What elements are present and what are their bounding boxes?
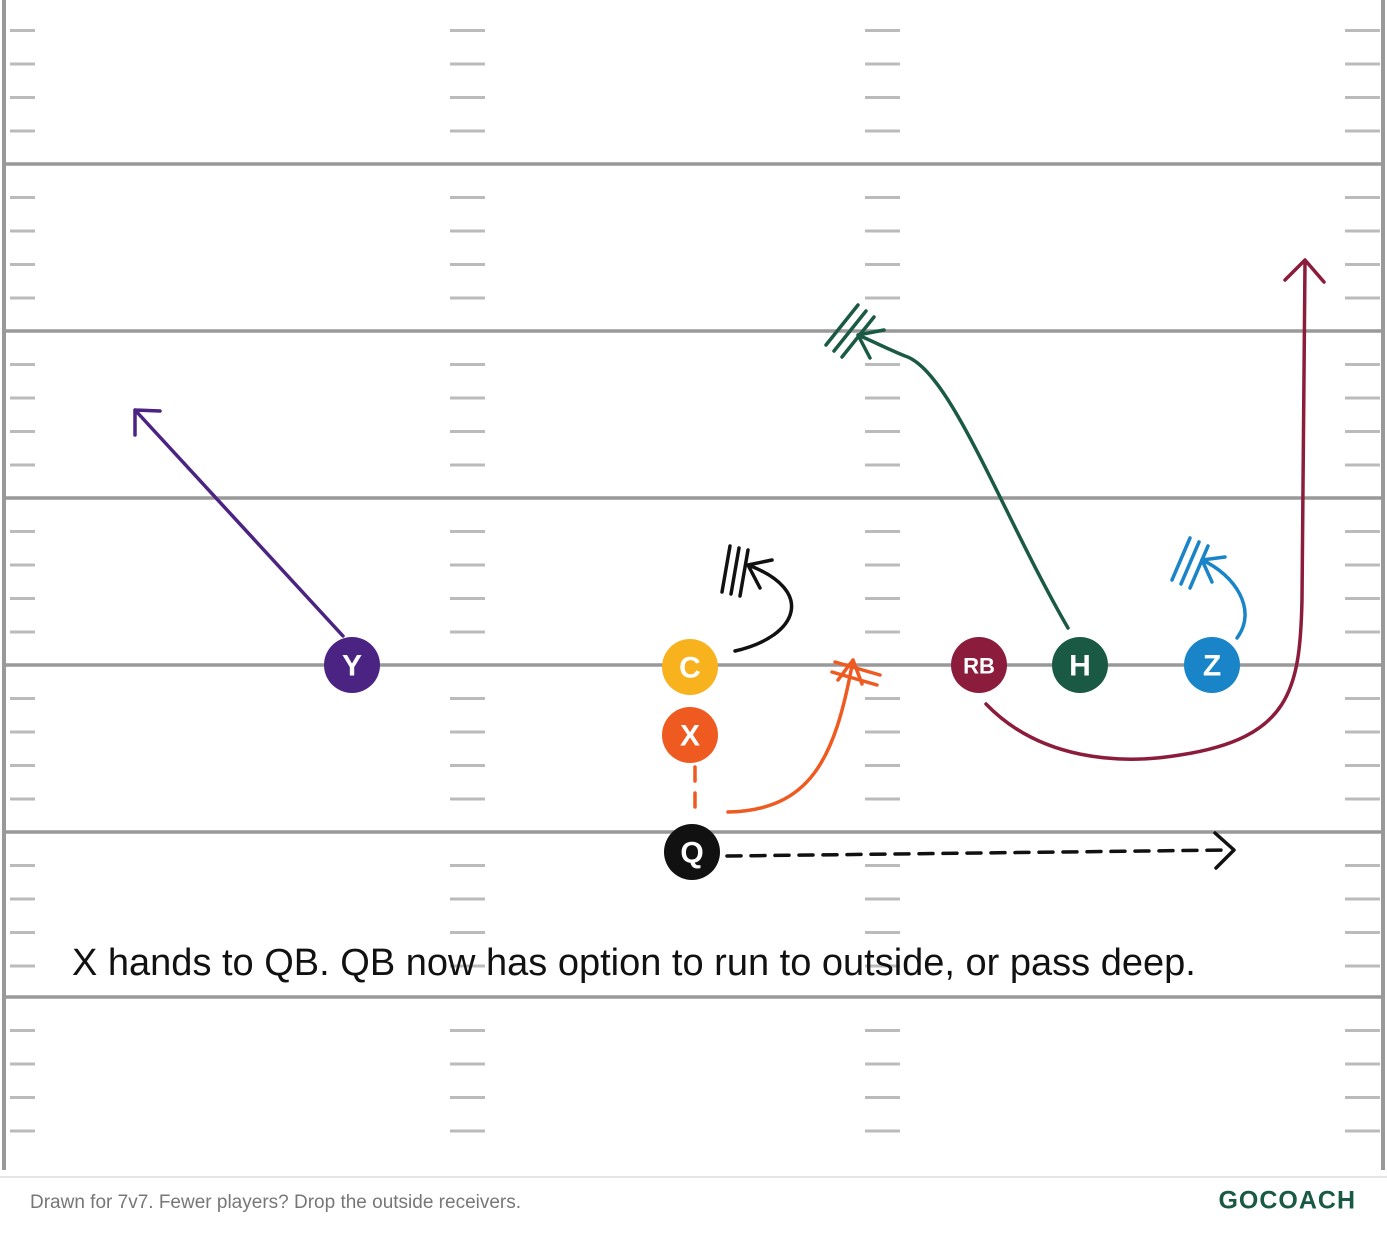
- field-lines: [2, 0, 1385, 1170]
- route-rb: [984, 258, 1326, 761]
- player-marker: [951, 637, 1007, 693]
- route-h: [856, 328, 1070, 630]
- players: Y C X Q RB H Z: [324, 637, 1240, 880]
- block-z: [1170, 536, 1210, 590]
- block-c: [720, 544, 750, 598]
- footer-note: Drawn for 7v7. Fewer players? Drop the o…: [30, 1192, 521, 1213]
- routes: [133, 258, 1326, 870]
- player-label: X: [680, 720, 700, 753]
- player-label: Z: [1203, 650, 1221, 683]
- route-q: [725, 848, 1232, 858]
- route-x: [726, 658, 864, 814]
- footer-bg: [0, 1170, 1387, 1234]
- player-label: C: [679, 652, 701, 685]
- player-marker: [662, 639, 718, 695]
- route-y: [133, 408, 345, 638]
- player-label: RB: [963, 654, 995, 679]
- route-z: [1200, 555, 1247, 640]
- caption: X hands to QB. QB now has option to run …: [72, 942, 1196, 984]
- player-marker: [1052, 637, 1108, 693]
- brand: GOCOACH: [1218, 1187, 1356, 1215]
- player-label: Y: [342, 650, 362, 683]
- block-h: [824, 303, 876, 359]
- player-label: H: [1069, 650, 1091, 683]
- block-x: [830, 660, 882, 687]
- route-c: [733, 558, 794, 653]
- player-marker: [324, 637, 380, 693]
- player-label: Q: [680, 837, 703, 870]
- player-marker: [662, 707, 718, 763]
- player-marker: [664, 824, 720, 880]
- player-marker: [1184, 637, 1240, 693]
- arrow-q: [1213, 831, 1236, 870]
